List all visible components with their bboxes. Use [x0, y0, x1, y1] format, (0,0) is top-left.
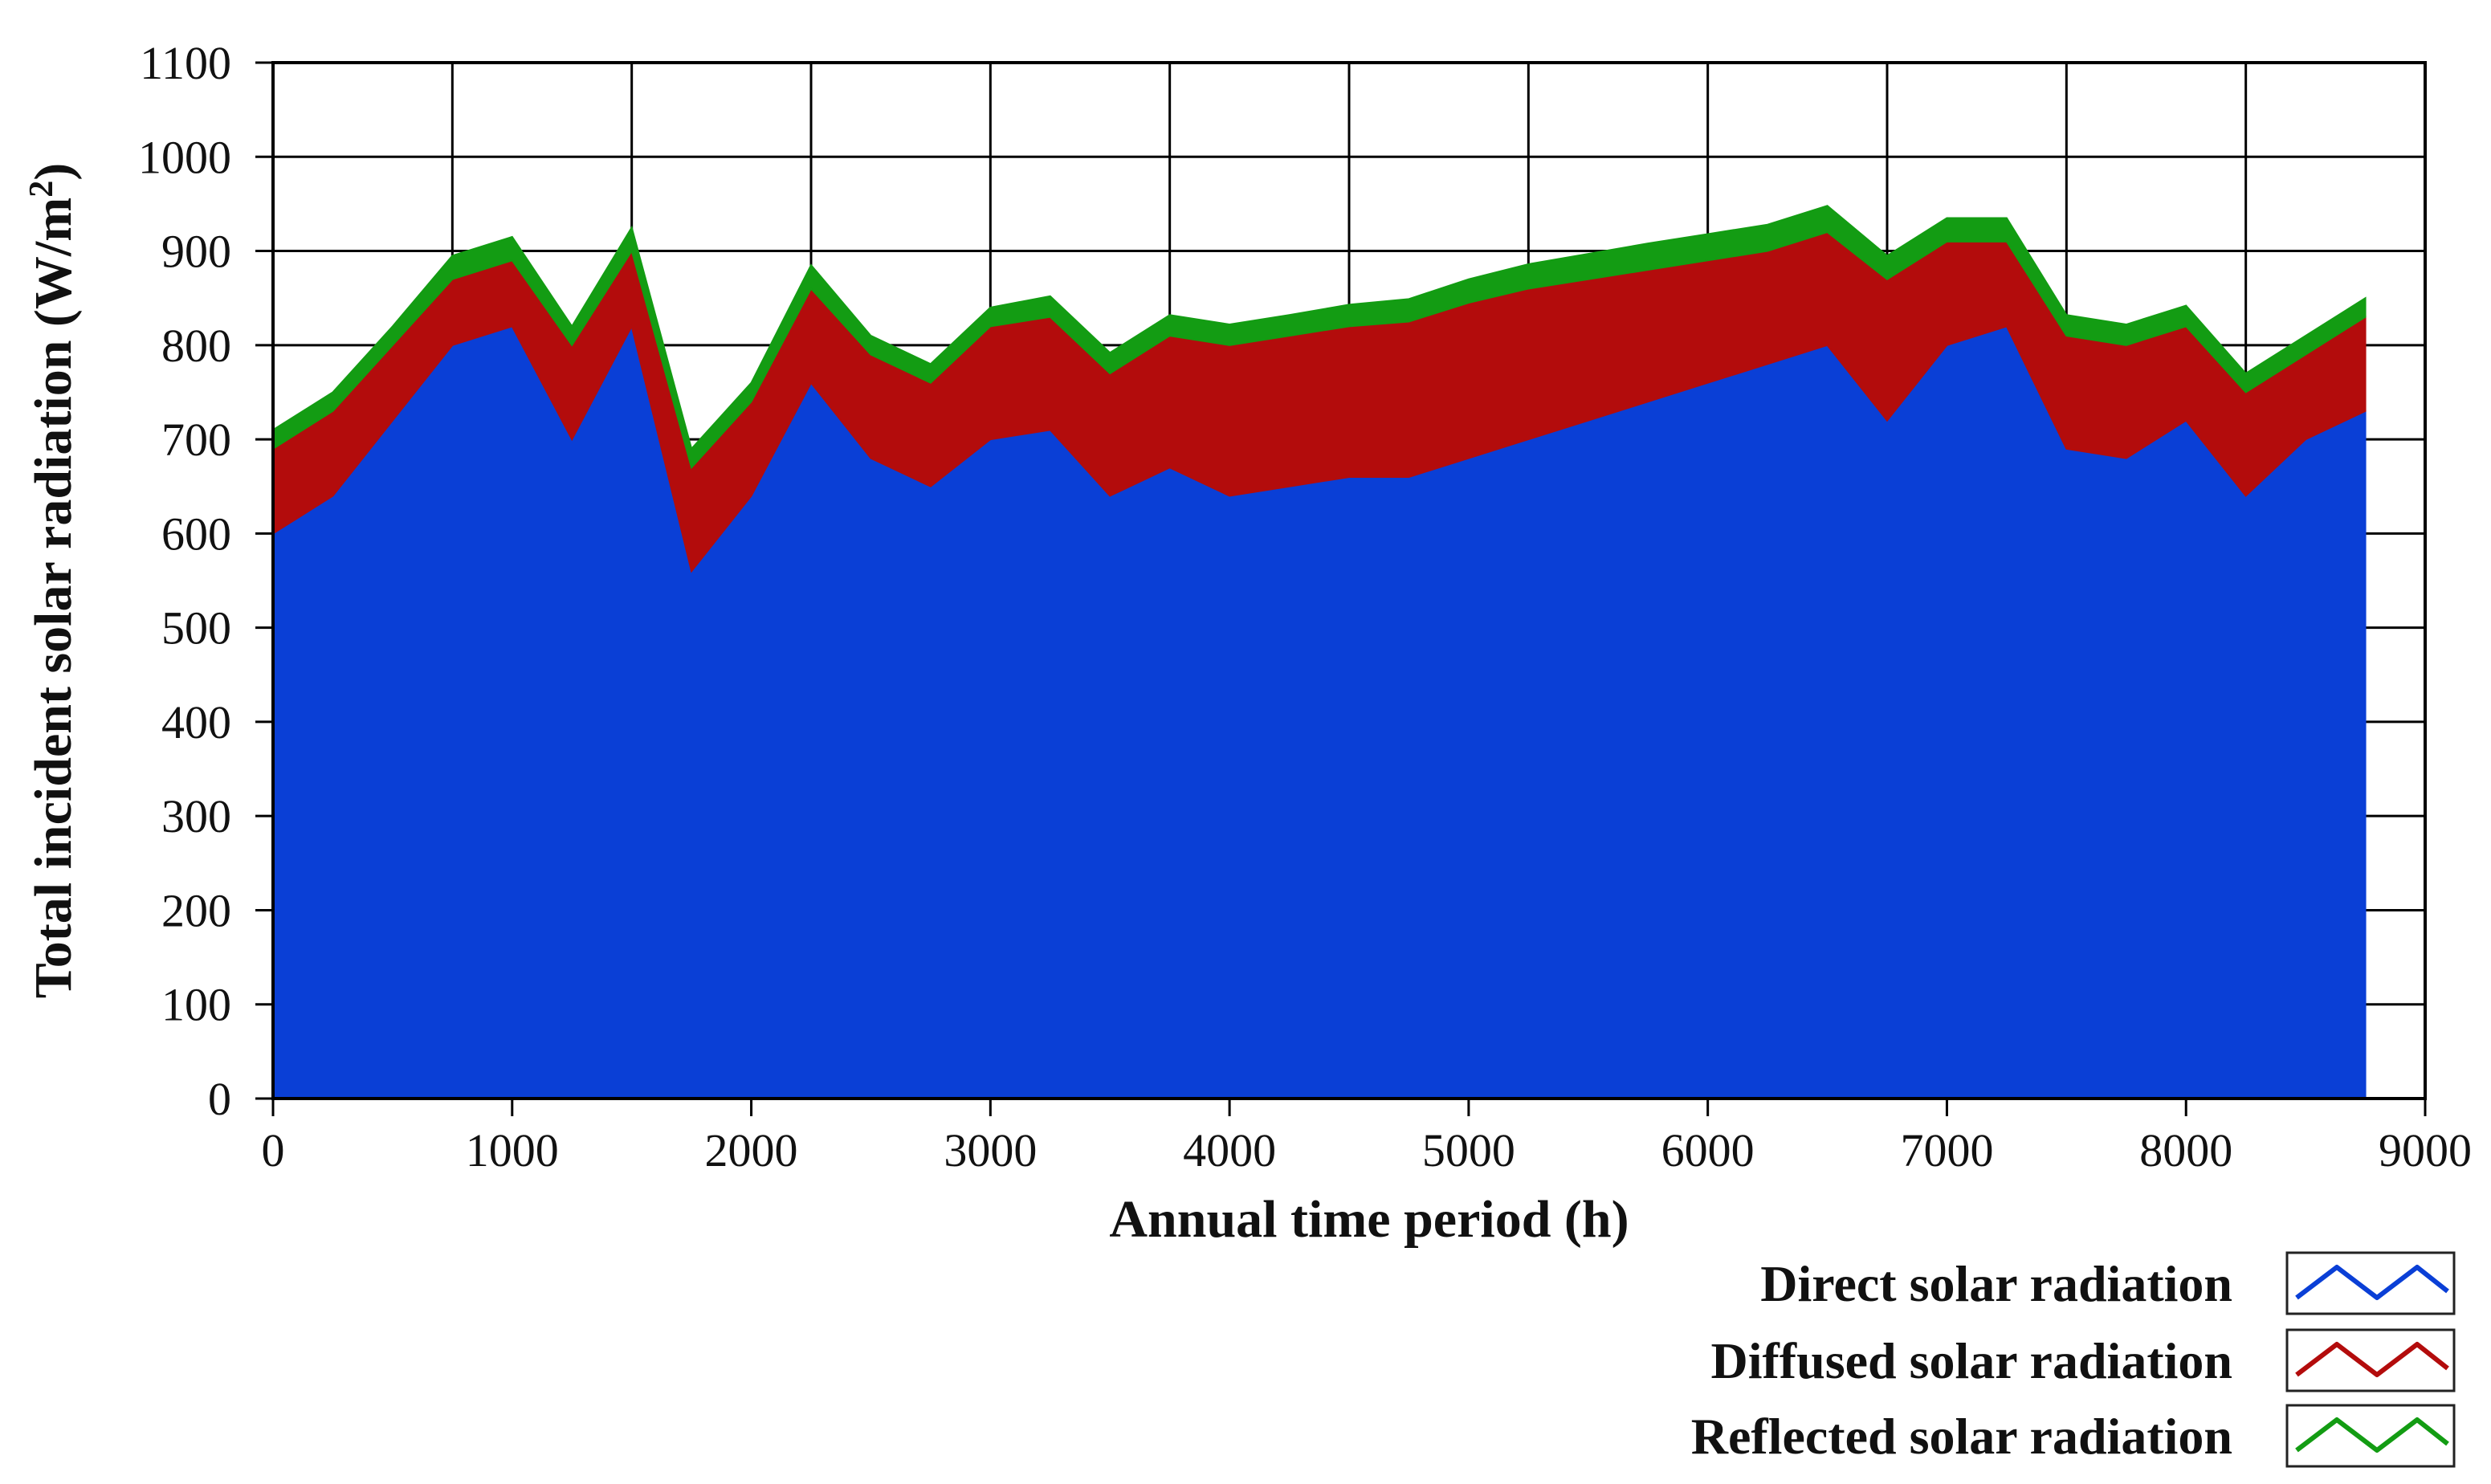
x-tick-label: 6000 [1661, 1124, 1755, 1176]
y-axis-title: Total incident solar radiation (W/m2) [23, 163, 83, 998]
y-tick-label: 1000 [138, 131, 231, 183]
y-tick-label: 900 [161, 226, 231, 278]
x-tick-label: 0 [262, 1124, 285, 1176]
stacked-area-series [272, 205, 2367, 1099]
x-tick-label: 7000 [1900, 1124, 1993, 1176]
y-tick-label: 0 [208, 1073, 231, 1125]
y-axis-title-superscript: 2 [23, 181, 60, 198]
y-axis-title-main: Total incident solar radiation (W/m [24, 198, 83, 998]
x-tick-label: 5000 [1422, 1124, 1515, 1176]
legend-swatch-box [2285, 1328, 2456, 1392]
y-tick-label: 100 [161, 979, 231, 1031]
legend-swatch-line [2295, 1265, 2449, 1300]
x-tick-label: 9000 [2379, 1124, 2472, 1176]
legend-swatch-line [2295, 1417, 2449, 1453]
y-tick-label: 400 [161, 696, 231, 748]
legend: Direct solar radiation Diffused solar rad… [1691, 1251, 2456, 1468]
plot-frame [271, 61, 2427, 1100]
legend-label: Diffused solar radiation [1710, 1332, 2232, 1389]
x-tick-label: 3000 [944, 1124, 1037, 1176]
y-tick-label: 500 [161, 602, 231, 654]
legend-swatch-line [2295, 1342, 2449, 1377]
x-axis-tick-labels: 0 1000 2000 3000 4000 5000 6000 7000 8000 9000 [262, 1099, 2472, 1176]
y-axis-title-close: ) [24, 163, 83, 181]
y-tick-label: 700 [161, 414, 231, 466]
y-tick-label: 1100 [140, 37, 231, 89]
x-tick-label: 8000 [2139, 1124, 2232, 1176]
legend-label: Reflected solar radiation [1691, 1408, 2232, 1465]
x-tick-label: 1000 [466, 1124, 559, 1176]
x-axis-title: Annual time period (h) [1109, 1190, 1629, 1249]
x-tick-label: 2000 [705, 1124, 798, 1176]
y-axis-tick-labels: 0 100 200 300 400 500 600 700 800 900 1000 1100 [138, 37, 273, 1125]
y-tick-label: 200 [161, 884, 231, 936]
y-tick-label: 600 [161, 508, 231, 560]
legend-label: Direct solar radiation [1760, 1255, 2232, 1312]
y-tick-label: 800 [161, 320, 231, 372]
y-tick-label: 300 [161, 790, 231, 842]
x-tick-label: 4000 [1183, 1124, 1276, 1176]
series-area-reflected-solar-radiation [272, 205, 2367, 470]
